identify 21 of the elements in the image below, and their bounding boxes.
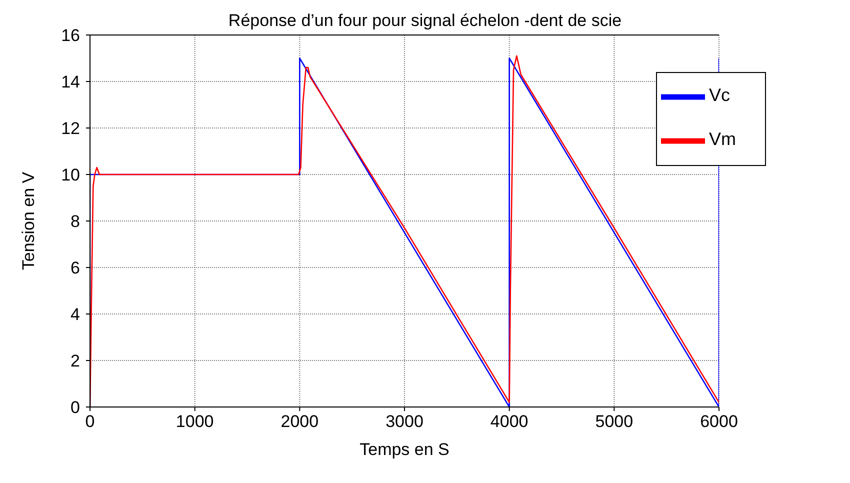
- y-tick-label: 4: [70, 305, 80, 324]
- y-tick-label: 10: [61, 166, 80, 185]
- y-tick-label: 14: [61, 72, 80, 92]
- x-tick-label: 1000: [176, 412, 214, 432]
- x-tick-label: 0: [85, 412, 95, 432]
- x-tick-label: 6000: [700, 412, 738, 432]
- y-tick-label: 8: [70, 212, 80, 232]
- y-tick-label: 6: [70, 258, 80, 278]
- x-tick-label: 2000: [280, 412, 319, 432]
- legend-label: Vc: [709, 85, 730, 106]
- chart-title: Réponse d’un four pour signal échelon -dent de scie: [228, 11, 622, 30]
- y-tick-label: 0: [70, 398, 80, 418]
- x-tick-label: 5000: [595, 412, 634, 432]
- y-tick-label: 16: [61, 26, 80, 46]
- y-tick-label: 2: [70, 352, 80, 371]
- legend-label: Vm: [709, 129, 736, 150]
- x-axis-title: Temps en S: [360, 440, 450, 459]
- x-tick-label: 3000: [386, 412, 424, 432]
- x-tick-label: 4000: [490, 412, 528, 432]
- y-tick-label: 12: [61, 119, 80, 138]
- y-axis-title: Tension en V: [19, 171, 38, 270]
